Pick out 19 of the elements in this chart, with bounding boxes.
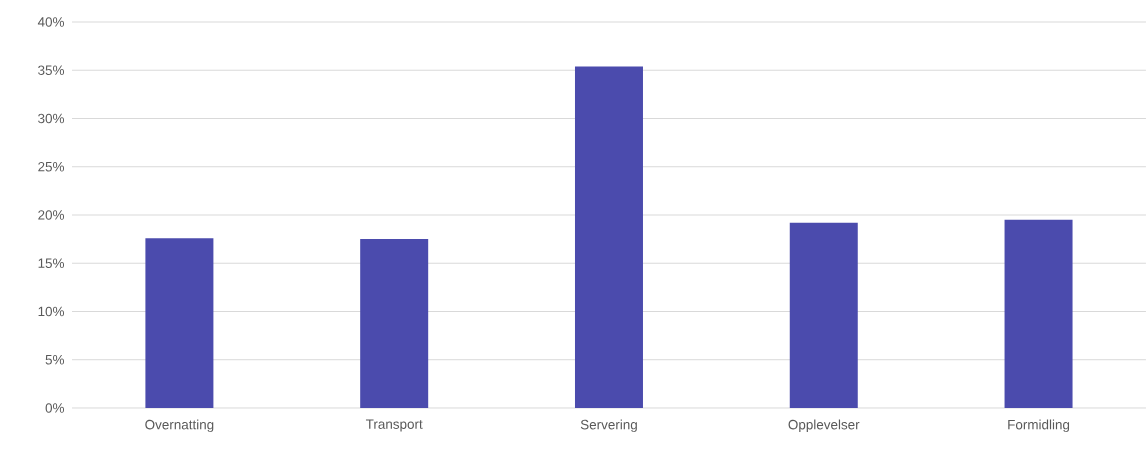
- y-tick-label: 10%: [38, 306, 65, 317]
- bar: [360, 239, 429, 408]
- x-tick-label: Servering: [580, 419, 637, 433]
- y-tick-label: 35%: [38, 65, 65, 75]
- x-tick-label: Overnatting: [145, 419, 214, 433]
- y-tick-label: 5%: [45, 355, 65, 365]
- y-tick-label: 15%: [38, 258, 65, 268]
- y-tick-label: 25%: [38, 161, 65, 172]
- bar: [574, 66, 643, 408]
- y-tick-label: 0%: [45, 403, 65, 413]
- bar: [145, 238, 214, 408]
- y-tick-label: 40%: [37, 17, 65, 27]
- bar: [789, 222, 858, 408]
- y-tick-label: 30%: [38, 113, 65, 124]
- x-tick-label: Formidling: [1008, 419, 1070, 433]
- bar: [1004, 219, 1073, 408]
- y-tick-label: 20%: [38, 210, 65, 220]
- x-tick-label: Opplevelser: [788, 419, 860, 433]
- x-tick-label: Transport: [365, 419, 423, 432]
